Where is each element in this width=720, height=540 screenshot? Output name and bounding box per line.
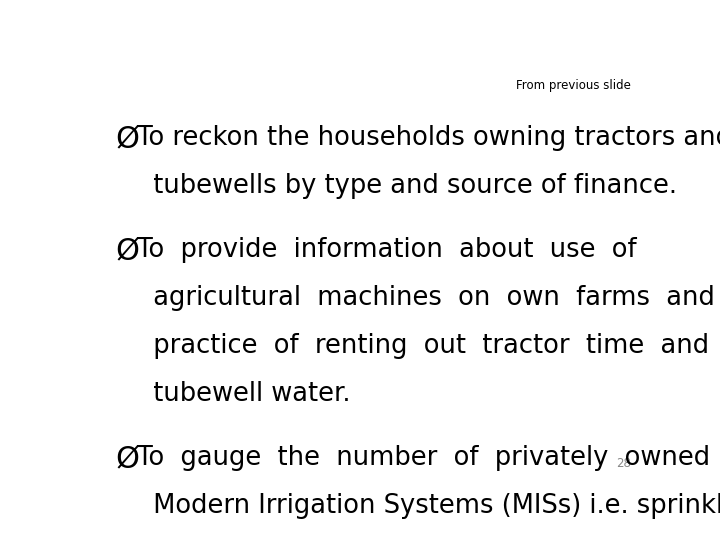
Text: From previous slide: From previous slide (516, 79, 631, 92)
Text: tubewell water.: tubewell water. (138, 381, 351, 407)
Text: Ø: Ø (115, 238, 139, 266)
Text: practice  of  renting  out  tractor  time  and: practice of renting out tractor time and (138, 333, 709, 359)
Text: Ø: Ø (115, 125, 139, 154)
Text: 28: 28 (616, 457, 631, 470)
Text: To  provide  information  about  use  of: To provide information about use of (138, 238, 637, 264)
Text: agricultural  machines  on  own  farms  and: agricultural machines on own farms and (138, 285, 715, 311)
Text: Ø: Ø (115, 446, 139, 474)
Text: tubewells by type and source of finance.: tubewells by type and source of finance. (138, 173, 678, 199)
Text: To  gauge  the  number  of  privately  owned: To gauge the number of privately owned (138, 446, 711, 471)
Text: To reckon the households owning tractors and: To reckon the households owning tractors… (138, 125, 720, 151)
Text: Modern Irrigation Systems (MISs) i.e. sprinkler: Modern Irrigation Systems (MISs) i.e. sp… (138, 493, 720, 519)
